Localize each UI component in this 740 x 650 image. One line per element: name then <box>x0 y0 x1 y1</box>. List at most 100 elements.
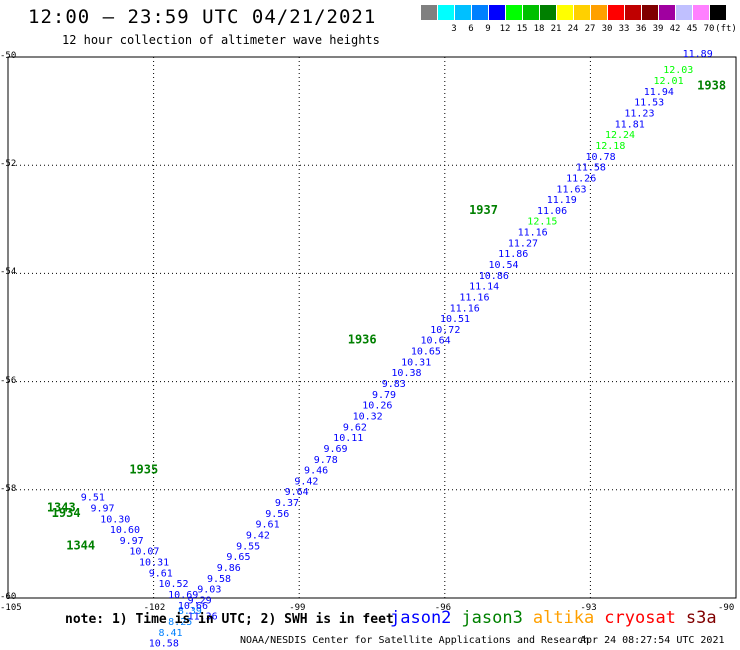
legend-jason2: jason2 <box>390 608 452 628</box>
color-swatch-label: 27 <box>584 24 596 34</box>
swh-value-label: 9.61 <box>256 520 280 531</box>
swh-value-label: 9.61 <box>149 568 173 579</box>
color-swatch-label: 12 <box>499 24 511 34</box>
color-swatch-label: 30 <box>601 24 613 34</box>
swh-value-label: 11.27 <box>508 238 538 249</box>
latitude-tick-label: -50 <box>0 51 17 61</box>
swh-value-label: 11.94 <box>644 87 674 98</box>
swh-value-label: 12.03 <box>663 65 693 76</box>
swh-value-label: 11.26 <box>566 173 596 184</box>
color-swatch <box>608 5 624 20</box>
swh-value-label: 10.51 <box>440 314 470 325</box>
color-swatch <box>659 5 675 20</box>
swh-value-label: 9.42 <box>246 530 270 541</box>
swh-value-label: 11.86 <box>498 249 528 260</box>
color-swatch <box>591 5 607 20</box>
swh-value-label: 9.58 <box>207 574 231 585</box>
swh-value-label: 10.52 <box>158 579 188 590</box>
satellite-legend: jason2 jason3 altika cryosat s3a <box>390 608 727 628</box>
swh-value-label: 9.56 <box>265 509 289 520</box>
color-swatch <box>574 5 590 20</box>
swh-value-label: 10.66 <box>178 601 208 612</box>
swh-value-label: 9.65 <box>226 552 250 563</box>
swh-value-label: 8.39 <box>178 606 202 617</box>
pass-time-label: 1934 <box>52 506 81 520</box>
swh-value-label: 10.86 <box>479 271 509 282</box>
swh-value-label: 12.18 <box>595 141 625 152</box>
swh-value-label: 9.97 <box>120 536 144 547</box>
swh-value-label: 11.36 <box>188 612 218 623</box>
swh-value-label: 10.72 <box>430 325 460 336</box>
color-swatch-label: 21 <box>550 24 562 34</box>
color-swatch-label: 45 <box>686 24 698 34</box>
latitude-tick-label: -52 <box>0 159 17 170</box>
swh-value-label: 9.83 <box>382 379 406 390</box>
swh-value-label: 10.78 <box>586 152 616 163</box>
longitude-tick-label: -90 <box>718 603 735 613</box>
color-swatch-label: 33 <box>618 24 630 34</box>
color-swatch <box>557 5 573 20</box>
color-swatch <box>710 5 726 20</box>
color-swatch <box>642 5 658 20</box>
swh-value-label: 9.97 <box>91 503 115 514</box>
color-swatch-label: 36 <box>635 24 647 34</box>
color-swatch <box>625 5 641 20</box>
swh-value-label: 9.64 <box>285 487 309 498</box>
swh-value-label: 10.31 <box>401 357 431 368</box>
color-swatch-label: 70 <box>703 24 715 34</box>
swh-value-label: 9.46 <box>304 466 328 477</box>
swh-value-label: 9.69 <box>323 444 347 455</box>
swh-value-label: 9.03 <box>197 585 221 596</box>
page-subtitle: 12 hour collection of altimeter wave hei… <box>62 33 380 47</box>
color-scale-unit: (ft) <box>715 24 737 34</box>
swh-value-label: 11.16 <box>459 292 489 303</box>
pass-time-label: 1937 <box>469 203 498 217</box>
swh-value-label: 11.14 <box>469 282 499 293</box>
pass-time-label: 1935 <box>129 463 158 477</box>
color-swatch <box>523 5 539 20</box>
swh-value-label: 11.06 <box>537 206 567 217</box>
swh-value-label: 10.65 <box>411 347 441 358</box>
color-swatch <box>455 5 471 20</box>
legend-cryosat: cryosat <box>604 608 676 628</box>
swh-value-label: 9.42 <box>294 476 318 487</box>
color-swatch <box>421 5 437 20</box>
color-swatch <box>489 5 505 20</box>
color-swatch <box>676 5 692 20</box>
color-swatch-label: 42 <box>669 24 681 34</box>
swh-value-label: 9.55 <box>236 541 260 552</box>
swh-value-label: 10.26 <box>362 401 392 412</box>
color-swatch-label: 18 <box>533 24 545 34</box>
page-title: 12:00 – 23:59 UTC 04/21/2021 <box>28 6 377 28</box>
pass-time-label: 1936 <box>348 333 377 347</box>
legend-s3a: s3a <box>685 608 717 628</box>
swh-value-label: 10.32 <box>353 411 383 422</box>
pass-time-label: 1343 <box>47 500 76 514</box>
color-swatch-label: 39 <box>652 24 664 34</box>
swh-value-label: 10.30 <box>100 514 130 525</box>
map-frame <box>7 56 737 599</box>
swh-value-label: 9.79 <box>372 390 396 401</box>
footer-credit: NOAA/NESDIS Center for Satellite Applica… <box>240 635 590 646</box>
swh-value-label: 10.69 <box>168 590 198 601</box>
latitude-tick-label: -60 <box>0 592 17 602</box>
swh-value-label: 11.58 <box>576 163 606 174</box>
color-swatch <box>693 5 709 20</box>
latitude-tick-label: -54 <box>0 267 17 278</box>
swh-value-label: 10.31 <box>139 558 169 569</box>
footer-timestamp: Apr 24 08:27:54 UTC 2021 <box>580 635 725 646</box>
longitude-tick-label: -102 <box>143 603 166 613</box>
swh-value-label: 11.23 <box>624 109 654 120</box>
swh-value-label: 11.53 <box>634 98 664 109</box>
swh-value-label: 10.64 <box>421 336 451 347</box>
color-swatch-label: 9 <box>485 24 491 34</box>
swh-value-label: 9.78 <box>314 455 338 466</box>
swh-value-label: 11.89 <box>683 49 713 60</box>
pass-time-label: 1344 <box>66 538 95 552</box>
latitude-tick-label: -56 <box>0 375 17 386</box>
color-swatch <box>506 5 522 20</box>
swh-value-label: 10.07 <box>129 547 159 558</box>
swh-value-label: 10.54 <box>488 260 518 271</box>
latitude-tick-label: -58 <box>0 483 17 494</box>
